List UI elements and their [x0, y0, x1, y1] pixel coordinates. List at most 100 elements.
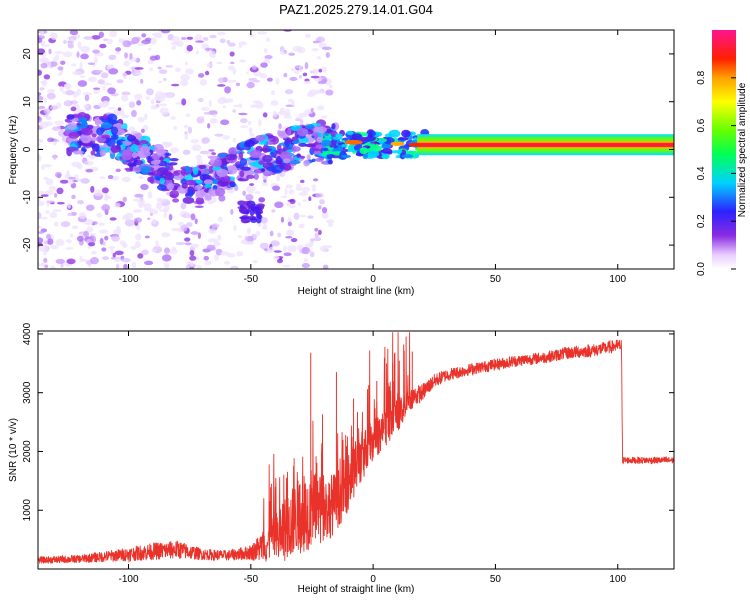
- heatmap-speckle: [108, 54, 117, 61]
- heatmap-speckle: [131, 36, 140, 45]
- heatmap-ridge-cell: [130, 144, 139, 153]
- heatmap-speckle: [295, 186, 303, 191]
- heatmap-ridge-cell: [305, 123, 315, 130]
- colorbar-tick-label: 0.2: [696, 214, 707, 228]
- heatmap-speckle: [285, 184, 293, 189]
- heatmap-speckle: [98, 31, 104, 38]
- heatmap-ridge-cell: [99, 149, 106, 157]
- heatmap-speckle: [226, 253, 236, 258]
- heatmap-speckle: [257, 31, 268, 35]
- spectrogram-xtick-label: -50: [244, 274, 259, 285]
- heatmap-speckle: [72, 71, 83, 76]
- heatmap-speckle: [57, 125, 61, 132]
- heatmap-speckle: [49, 185, 57, 191]
- heatmap-transition-cell: [324, 132, 329, 137]
- heatmap-speckle: [124, 52, 128, 59]
- heatmap-speckle: [50, 32, 58, 40]
- heatmap-speckle: [190, 138, 200, 144]
- heatmap-ridge-cell: [184, 179, 197, 186]
- heatmap-speckle: [169, 147, 179, 154]
- heatmap-speckle: [315, 193, 324, 198]
- heatmap-speckle: [54, 50, 64, 55]
- heatmap-speckle: [151, 32, 162, 37]
- heatmap-speckle: [121, 91, 131, 96]
- heatmap-speckle: [41, 79, 48, 87]
- heatmap-speckle: [111, 234, 120, 242]
- heatmap-speckle: [102, 85, 106, 91]
- heatmap-speckle: [306, 154, 311, 161]
- heatmap-ridge-cell: [164, 152, 172, 157]
- heatmap-speckle: [135, 72, 143, 76]
- heatmap-speckle: [121, 176, 132, 183]
- heatmap-ridge-cell: [181, 182, 188, 189]
- heatmap-ridge-cell: [253, 173, 260, 180]
- heatmap-speckle: [102, 82, 112, 86]
- heatmap-ridge-cell: [147, 172, 155, 176]
- heatmap-speckle: [304, 33, 311, 38]
- heatmap-speckle: [65, 247, 74, 250]
- heatmap-speckle: [46, 233, 52, 240]
- heatmap-speckle: [189, 250, 195, 257]
- heatmap-speckle: [213, 241, 221, 247]
- heatmap-speckle: [285, 202, 292, 207]
- heatmap-speckle: [249, 133, 255, 137]
- heatmap-transition-cell: [320, 139, 332, 147]
- heatmap-speckle: [56, 187, 64, 195]
- heatmap-speckle: [38, 92, 42, 96]
- heatmap-speckle: [214, 133, 224, 137]
- heatmap-speckle: [117, 109, 125, 117]
- heatmap-speckle: [311, 47, 319, 52]
- colorbar: 0.0 0.2 0.4 0.6 0.8 Normalized spectral ampl…: [696, 30, 748, 276]
- heatmap-speckle: [297, 202, 301, 206]
- heatmap-speckle: [318, 68, 323, 73]
- colorbar-tick-label: 0.8: [696, 70, 707, 84]
- heatmap-speckle: [90, 235, 97, 243]
- heatmap-ridge-cell: [150, 160, 161, 165]
- heatmap-speckle: [279, 107, 286, 114]
- heatmap-speckle: [296, 46, 306, 54]
- heatmap-ridge-cell: [169, 157, 179, 162]
- heatmap-speckle: [328, 84, 333, 89]
- heatmap-speckle: [65, 90, 75, 96]
- heatmap-speckle: [144, 113, 148, 121]
- heatmap-ridge-cell: [203, 179, 213, 185]
- heatmap-speckle: [303, 258, 309, 263]
- heatmap-speckle: [80, 53, 89, 60]
- heatmap-speckle: [327, 221, 334, 228]
- heatmap-speckle: [190, 243, 200, 249]
- heatmap-speckle: [43, 257, 48, 263]
- heatmap-speckle: [283, 252, 292, 257]
- heatmap-speckle: [248, 127, 253, 134]
- heatmap-speckle: [54, 120, 64, 126]
- heatmap-speckle: [102, 241, 106, 246]
- heatmap-speckle: [325, 89, 334, 96]
- heatmap-speckle: [263, 248, 268, 252]
- heatmap-speckle: [93, 56, 98, 64]
- heatmap-ridge-cell: [259, 148, 272, 152]
- heatmap-speckle: [270, 240, 280, 247]
- heatmap-speckle: [285, 235, 293, 239]
- heatmap-speckle: [227, 42, 236, 47]
- heatmap-speckle: [289, 76, 298, 81]
- heatmap-speckle: [278, 257, 283, 261]
- spectrogram-xlabel: Height of straight line (km): [298, 286, 415, 297]
- heatmap-speckle: [112, 176, 120, 180]
- heatmap-speckle: [203, 255, 210, 261]
- heatmap-speckle: [79, 255, 83, 263]
- heatmap-speckle: [183, 124, 189, 129]
- heatmap-speckle: [144, 260, 154, 266]
- heatmap-speckle: [217, 31, 226, 36]
- heatmap-speckle: [85, 161, 89, 165]
- heatmap-ridge-cell: [216, 168, 229, 177]
- heatmap-speckle: [62, 51, 73, 58]
- heatmap-speckle: [203, 111, 212, 115]
- heatmap-speckle: [260, 62, 268, 68]
- heatmap-speckle: [217, 234, 222, 241]
- heatmap-ridge-cell: [102, 114, 108, 120]
- heatmap-ridge-cell: [296, 153, 301, 158]
- heatmap-speckle: [98, 229, 109, 234]
- heatmap-speckle: [141, 33, 147, 38]
- heatmap-speckle: [84, 94, 90, 102]
- heatmap-ridge-cell: [249, 149, 262, 159]
